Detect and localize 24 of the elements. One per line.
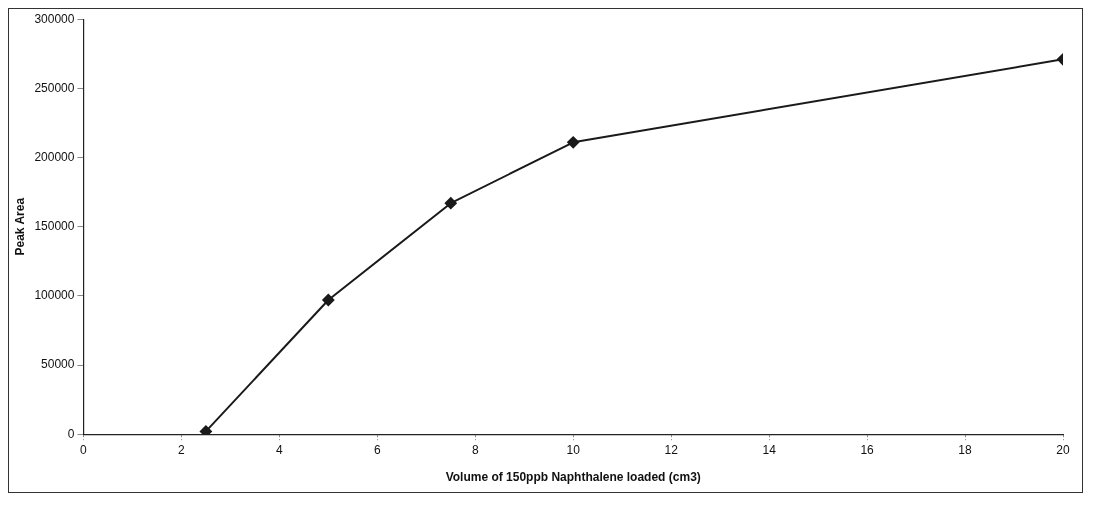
y-tick-label: 250000 (34, 80, 75, 95)
x-tick-label: 18 (958, 442, 973, 457)
x-tick-label: 20 (1056, 442, 1070, 457)
y-axis-title: Peak Area (12, 197, 27, 256)
y-tick-label: 150000 (34, 219, 75, 234)
x-tick-label: 4 (276, 442, 284, 457)
x-tick-label: 14 (762, 442, 777, 457)
y-tick-label: 0 (67, 426, 75, 441)
x-tick-label: 8 (471, 442, 479, 457)
x-tick-label: 12 (664, 442, 679, 457)
y-tick-label: 100000 (34, 288, 75, 303)
x-tick-label: 0 (80, 442, 88, 457)
point (199, 425, 212, 435)
y-tick-label: 200000 (34, 149, 75, 164)
x-axis-title: Volume of 150ppb Naphthalene loaded (cm3) (445, 470, 701, 485)
x-tick-label: 6 (373, 442, 381, 457)
y-tick-label: 50000 (41, 357, 75, 372)
x-tick-label: 2 (178, 442, 186, 457)
x-tick-label: 10 (566, 442, 581, 457)
point (322, 294, 335, 307)
y-tick-label: 300000 (34, 11, 75, 26)
x-tick-label: 16 (860, 442, 875, 457)
point (567, 136, 580, 149)
point (444, 197, 457, 210)
